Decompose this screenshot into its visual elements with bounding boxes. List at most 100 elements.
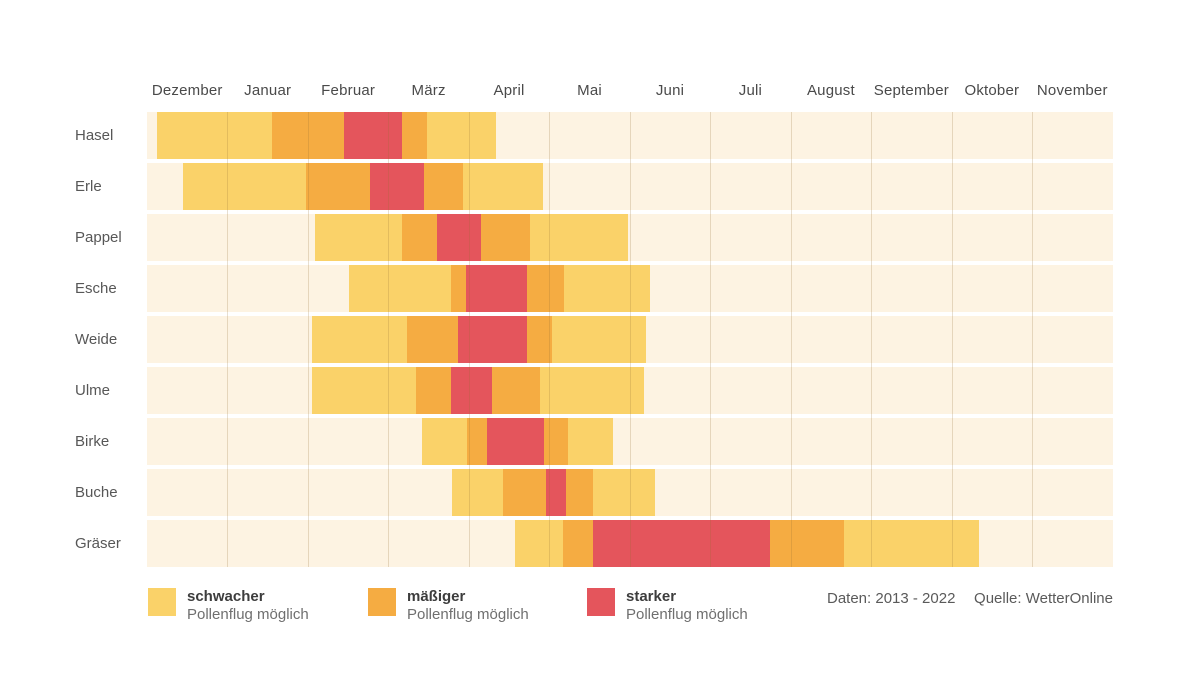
month-label-august: August (806, 82, 855, 99)
pollen-segment-schwacher (539, 367, 645, 414)
pollen-segment-maessiger (402, 214, 437, 261)
pollen-segment-schwacher (567, 418, 613, 465)
pollen-segment-starker (436, 214, 481, 261)
pollen-segment-maessiger (467, 418, 487, 465)
month-label-februar: Februar (321, 82, 376, 99)
legend-title: schwacher (187, 588, 265, 605)
pollen-segment-starker (369, 163, 424, 210)
pollen-segment-starker (344, 112, 403, 159)
pollen-segment-maessiger (451, 265, 466, 312)
pollen-segment-schwacher (529, 214, 629, 261)
pollen-segment-maessiger (543, 418, 568, 465)
pollen-row-track (147, 316, 1113, 363)
row-label-weide: Weide (75, 331, 118, 348)
pollen-row-track (147, 367, 1113, 414)
legend-swatch-maessiger-icon (368, 588, 396, 616)
data-period-label: Daten: 2013 - 2022 (827, 590, 956, 607)
pollen-segment-schwacher (843, 520, 979, 567)
pollen-segment-maessiger (502, 469, 547, 516)
pollen-segment-starker (486, 418, 544, 465)
pollen-segment-schwacher (551, 316, 646, 363)
pollen-segment-maessiger (769, 520, 844, 567)
pollen-segment-schwacher (514, 520, 563, 567)
pollen-segment-maessiger (271, 112, 345, 159)
pollen-row-track (147, 469, 1113, 516)
legend-subtitle: Pollenflug möglich (407, 606, 529, 623)
pollen-segment-starker (451, 367, 493, 414)
legend-title: starker (626, 588, 677, 605)
month-gridline (549, 112, 551, 567)
pollen-segment-maessiger (526, 316, 552, 363)
pollen-row-track (147, 112, 1113, 159)
month-label-märz: März (411, 82, 446, 99)
pollen-segment-schwacher (563, 265, 650, 312)
pollen-segment-starker (592, 520, 770, 567)
pollen-row-track (147, 520, 1113, 567)
pollen-row-track (147, 163, 1113, 210)
month-gridline (307, 112, 309, 567)
pollen-segment-schwacher (183, 163, 307, 210)
month-label-juli: Juli (738, 82, 763, 99)
row-label-esche: Esche (75, 280, 117, 297)
row-label-birke: Birke (75, 433, 110, 450)
pollen-segment-schwacher (451, 469, 503, 516)
month-label-oktober: Oktober (964, 82, 1020, 99)
legend-subtitle: Pollenflug möglich (187, 606, 309, 623)
month-gridline (790, 112, 792, 567)
row-label-ulme: Ulme (75, 382, 111, 399)
pollen-segment-maessiger (406, 316, 458, 363)
legend-text: schwacher Pollenflug möglich (187, 588, 309, 624)
month-label-dezember: Dezember (151, 82, 223, 99)
legend-subtitle: Pollenflug möglich (626, 606, 748, 623)
pollen-segment-schwacher (315, 214, 403, 261)
pollen-segment-schwacher (311, 316, 407, 363)
legend-item-maessiger: mäßiger Pollenflug möglich (368, 588, 529, 624)
month-label-november: November (1036, 82, 1108, 99)
legend-title: mäßiger (407, 588, 466, 605)
month-label-januar: Januar (244, 82, 292, 99)
legend-swatch-schwacher-icon (148, 588, 176, 616)
pollen-segment-schwacher (463, 163, 543, 210)
pollen-segment-starker (546, 469, 567, 516)
pollen-segment-maessiger (492, 367, 540, 414)
pollen-segment-schwacher (311, 367, 416, 414)
row-label-erle: Erle (75, 178, 102, 195)
legend-text: mäßiger Pollenflug möglich (407, 588, 529, 624)
pollen-segment-maessiger (480, 214, 530, 261)
pollen-segment-maessiger (306, 163, 370, 210)
month-gridline (871, 112, 873, 567)
month-label-juni: Juni (655, 82, 685, 99)
pollen-segment-maessiger (562, 520, 593, 567)
pollen-segment-schwacher (592, 469, 655, 516)
pollen-segment-maessiger (402, 112, 427, 159)
month-gridline (951, 112, 953, 567)
row-label-pappel: Pappel (75, 229, 122, 246)
legend-item-schwacher: schwacher Pollenflug möglich (148, 588, 309, 624)
month-gridline (1032, 112, 1034, 567)
month-gridline (227, 112, 229, 567)
pollen-segment-maessiger (423, 163, 464, 210)
source-label: Quelle: WetterOnline (974, 590, 1113, 607)
pollen-row-track (147, 214, 1113, 261)
legend-item-starker: starker Pollenflug möglich (587, 588, 748, 624)
pollen-segment-maessiger (566, 469, 593, 516)
month-label-september: September (873, 82, 949, 99)
pollen-segment-maessiger (526, 265, 564, 312)
month-gridline (388, 112, 390, 567)
row-label-hasel: Hasel (75, 127, 114, 144)
legend-text: starker Pollenflug möglich (626, 588, 748, 624)
row-label-gräser: Gräser (75, 535, 121, 552)
month-gridline (629, 112, 631, 567)
pollen-segment-schwacher (156, 112, 272, 159)
pollen-row-track (147, 418, 1113, 465)
pollen-segment-schwacher (422, 418, 468, 465)
pollen-row-track (147, 265, 1113, 312)
pollen-segment-starker (465, 265, 527, 312)
month-label-mai: Mai (577, 82, 602, 99)
month-label-april: April (493, 82, 525, 99)
row-label-buche: Buche (75, 484, 118, 501)
month-gridline (710, 112, 712, 567)
legend-swatch-starker-icon (587, 588, 615, 616)
pollen-segment-schwacher (348, 265, 452, 312)
